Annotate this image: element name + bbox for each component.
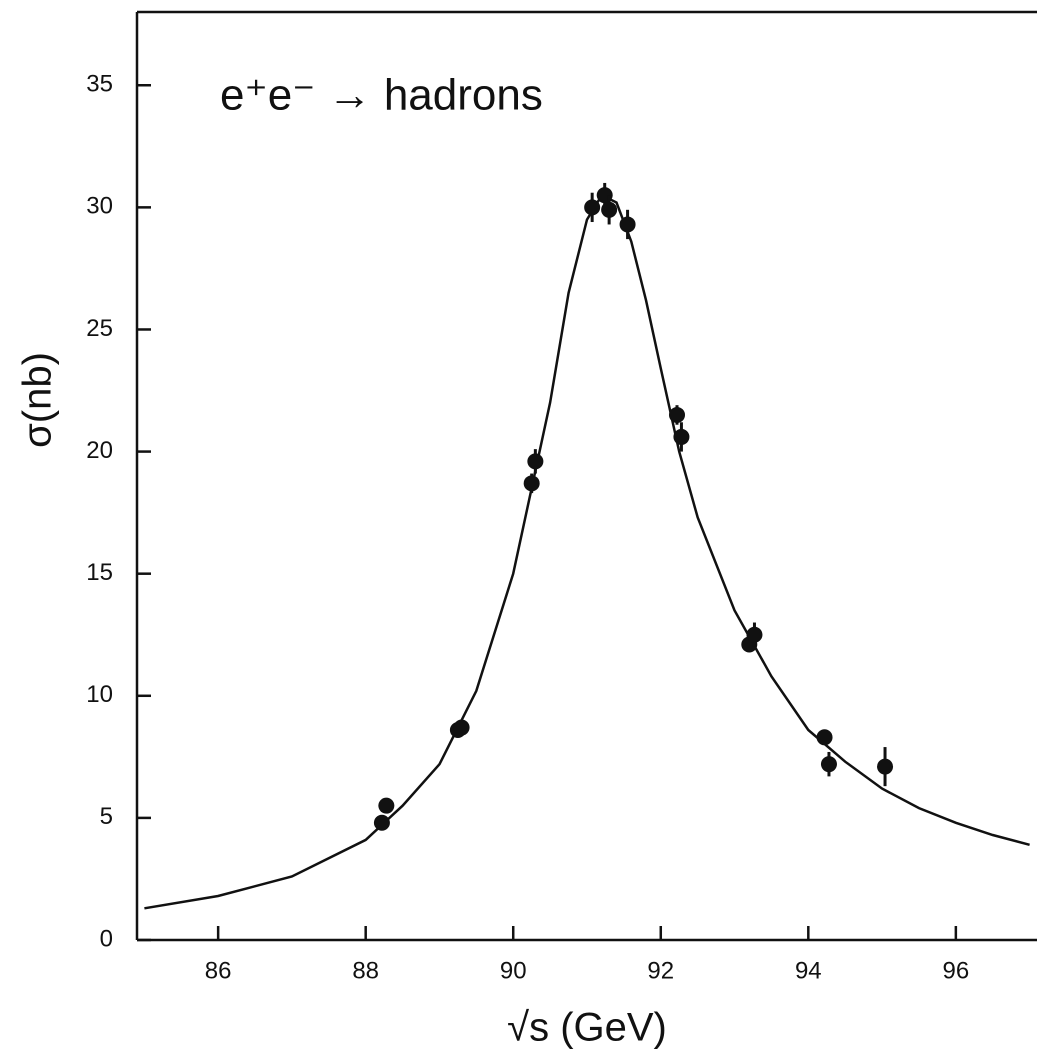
data-point xyxy=(673,428,690,445)
y-tick-label: 10 xyxy=(86,681,113,708)
y-tick-label: 35 xyxy=(86,71,113,98)
data-point xyxy=(523,475,540,492)
y-tick-label: 0 xyxy=(100,925,113,952)
y-tick-label: 20 xyxy=(86,437,113,464)
x-tick-label: 94 xyxy=(795,957,822,984)
x-tick-label: 90 xyxy=(500,957,527,984)
data-point xyxy=(527,453,544,470)
y-axis-label: σ(nb) xyxy=(16,352,60,448)
data-point xyxy=(601,201,618,218)
data-point xyxy=(669,406,685,423)
data-point xyxy=(877,758,894,775)
data-point xyxy=(373,814,390,831)
data-point xyxy=(816,729,833,746)
data-point xyxy=(746,626,763,643)
x-tick-label: 86 xyxy=(205,957,232,984)
x-tick-label: 96 xyxy=(943,957,970,984)
y-tick-label: 30 xyxy=(86,193,113,220)
data-point xyxy=(820,756,837,773)
x-tick-label: 88 xyxy=(352,957,379,984)
chart-title: e⁺e⁻ → hadrons xyxy=(220,71,543,120)
x-axis-label: √s (GeV) xyxy=(507,1006,667,1050)
y-tick-label: 15 xyxy=(86,559,113,586)
data-point xyxy=(378,797,395,814)
x-tick-label: 92 xyxy=(647,957,674,984)
fit-curve xyxy=(144,193,1030,910)
data-point xyxy=(453,719,470,736)
data-point xyxy=(619,216,636,233)
y-tick-label: 5 xyxy=(100,803,113,830)
y-tick-label: 25 xyxy=(86,315,113,342)
data-point xyxy=(584,199,601,216)
